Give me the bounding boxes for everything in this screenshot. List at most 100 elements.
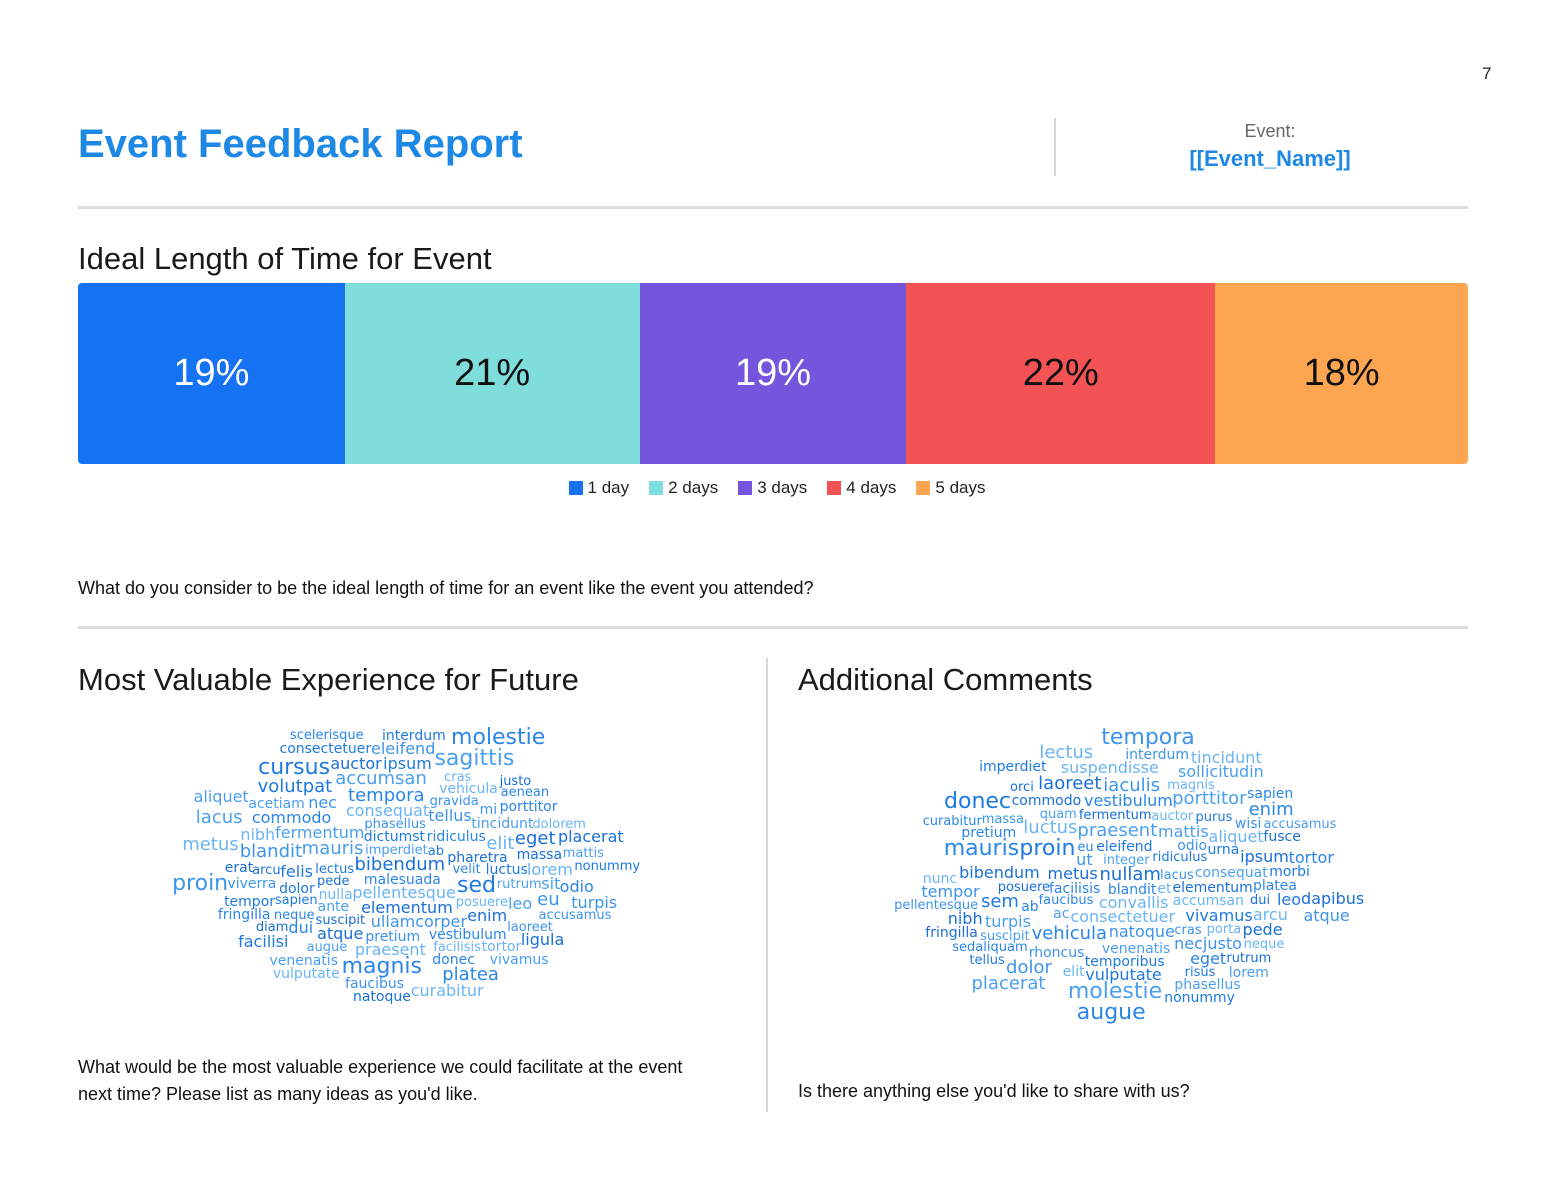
- cloud-word: ligula: [520, 929, 565, 949]
- cloud-word: purus: [1195, 810, 1233, 826]
- ideal-length-question: What do you consider to be the ideal len…: [78, 578, 814, 598]
- event-label: Event:: [1244, 121, 1296, 141]
- cloud-word: urna: [1207, 842, 1240, 859]
- cloud-word: fusce: [1263, 829, 1301, 846]
- cloud-word: velit: [452, 862, 481, 878]
- cloud-word: imperdiet: [979, 759, 1047, 776]
- cloud-word: vivamus: [489, 951, 549, 968]
- cloud-word: laoreet: [1038, 772, 1102, 794]
- bar-segment-1-day: 19%: [78, 283, 345, 464]
- cloud-word: vehicula: [1031, 923, 1108, 945]
- cloud-word: pretium: [961, 824, 1017, 841]
- cloud-word: cras: [1174, 923, 1202, 939]
- cloud-word: nonummy: [574, 858, 641, 874]
- cloud-word: nec: [308, 792, 337, 812]
- cloud-word: platea: [442, 964, 499, 986]
- cloud-word: ab: [1021, 899, 1039, 916]
- cloud-word: nibh: [947, 908, 983, 928]
- cloud-word: eu: [537, 888, 560, 910]
- cloud-word: molestie: [1067, 979, 1163, 1005]
- cloud-word: nullam: [1099, 864, 1161, 885]
- cloud-word: vulputate: [272, 965, 340, 982]
- cloud-word: nonummy: [1164, 990, 1235, 1007]
- cloud-word: auctor: [1151, 809, 1194, 825]
- header-divider: [1054, 118, 1056, 176]
- cloud-word: tempora: [1101, 725, 1195, 751]
- cloud-word: augue: [1076, 999, 1146, 1025]
- bar-segment-4-days: 22%: [906, 283, 1216, 464]
- cloud-word: neque: [1243, 936, 1285, 952]
- cloud-word: arcu: [1252, 905, 1288, 925]
- cloud-word: facilisi: [238, 931, 289, 951]
- section-rule: [78, 626, 1468, 629]
- legend-label: 3 days: [757, 478, 808, 497]
- cloud-word: dui: [1249, 893, 1271, 909]
- cloud-word: neque: [273, 907, 315, 923]
- cloud-word: faucibus: [345, 976, 405, 993]
- cloud-word: acetiam: [248, 795, 305, 812]
- cloud-word: lacus: [195, 806, 243, 828]
- cloud-word: porttitor: [499, 799, 558, 816]
- cloud-word: luctus: [1023, 817, 1078, 839]
- bar-segment-5-days: 18%: [1215, 283, 1468, 464]
- cloud-word: ante: [317, 898, 350, 915]
- cloud-word: orci: [1010, 780, 1034, 796]
- cloud-word: mattis: [562, 845, 604, 861]
- cloud-word: volutpat: [257, 775, 333, 797]
- cloud-word: aliquet: [1208, 827, 1264, 847]
- cloud-word: sit: [541, 874, 561, 894]
- cloud-word: tellus: [428, 805, 472, 825]
- cloud-word: tortor: [1288, 848, 1334, 868]
- cloud-word: phasellus: [1174, 976, 1241, 993]
- cloud-word: blandit: [1107, 881, 1157, 898]
- comments-question: Is there anything else you'd like to sha…: [798, 1081, 1190, 1101]
- cloud-word: consequat: [1194, 865, 1268, 882]
- legend-item-1-day: 1 day: [568, 478, 629, 498]
- cloud-word: elit: [1062, 963, 1085, 980]
- cloud-word: magnis: [341, 954, 423, 980]
- cloud-word: venenatis: [1101, 940, 1171, 957]
- legend-swatch: [738, 481, 753, 495]
- cloud-word: convallis: [1098, 893, 1169, 913]
- cloud-word: massa: [516, 846, 563, 863]
- legend-label: 4 days: [846, 478, 897, 497]
- cloud-word: risus: [1184, 964, 1216, 980]
- cloud-word: necjusto: [1174, 933, 1242, 953]
- cloud-word: laoreet: [507, 919, 553, 935]
- cloud-word: arcu: [252, 862, 281, 878]
- cloud-word: malesuada: [363, 871, 441, 888]
- cloud-word: sed: [457, 873, 496, 899]
- cloud-word: odio: [559, 876, 594, 896]
- page-number: 7: [1482, 64, 1492, 83]
- cloud-word: dui: [288, 918, 314, 938]
- legend-swatch: [827, 481, 842, 495]
- cloud-word: rhoncus: [1028, 945, 1085, 962]
- cloud-word: consectetuer: [279, 740, 372, 757]
- cloud-word: gravida: [429, 793, 479, 809]
- cloud-word: viverra: [227, 876, 277, 893]
- cloud-word: nunc: [922, 870, 958, 887]
- cloud-word: lectus: [315, 862, 355, 878]
- cloud-word: accusamus: [538, 907, 612, 923]
- cloud-word: erat: [224, 859, 254, 876]
- cloud-word: ab: [427, 843, 444, 859]
- cloud-word: metus: [1047, 864, 1098, 884]
- cloud-word: morbi: [1269, 864, 1310, 881]
- cloud-word: augue: [306, 939, 348, 955]
- cloud-word: mauris: [301, 837, 364, 859]
- cloud-word: tempor: [224, 894, 276, 911]
- cloud-word: auctor: [330, 753, 382, 773]
- cloud-word: suscipit: [315, 913, 366, 929]
- cloud-word: felis: [280, 862, 313, 882]
- cloud-word: enim: [1248, 798, 1294, 820]
- cloud-word: eget: [514, 827, 556, 849]
- cloud-word: commodo: [251, 808, 332, 828]
- cloud-word: sem: [980, 890, 1019, 912]
- cloud-word: turpis: [571, 892, 618, 912]
- legend-item-2-days: 2 days: [649, 478, 718, 498]
- cloud-word: rutrum: [1226, 951, 1272, 967]
- cloud-word: molestie: [451, 725, 546, 751]
- cloud-word: enim: [467, 906, 508, 926]
- cloud-word: ipsum: [1240, 846, 1289, 866]
- cloud-word: ridiculus: [1152, 849, 1208, 865]
